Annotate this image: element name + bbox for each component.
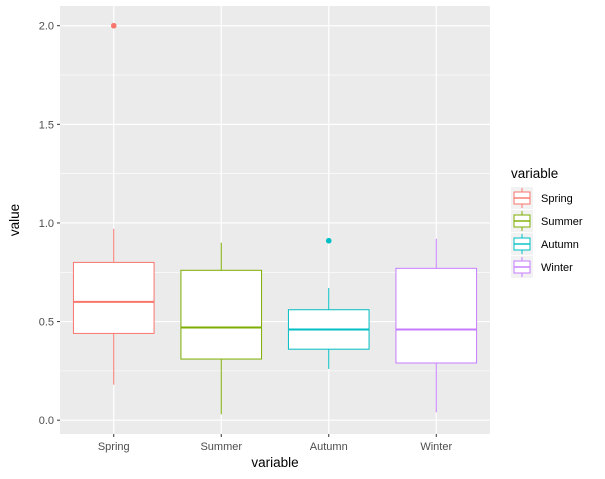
box-summer [180,242,263,415]
legend-title: variable [511,166,558,181]
box-winter [395,238,478,413]
outlier-point [325,237,332,244]
y-tick-label: 1.5 [39,119,54,131]
box-series [72,22,478,415]
box-iqr [180,269,263,360]
y-tick-label: 0.5 [39,317,54,329]
box-iqr [395,267,478,364]
box-autumn [287,237,370,369]
x-tick-label: Winter [420,441,452,453]
y-tick-label: 1.0 [39,218,54,230]
legend-key-summer [511,210,533,232]
legend-label: Winter [541,262,573,274]
x-axis: Spring Summer Autumn Winter [98,434,452,453]
legend-label: Autumn [541,239,579,251]
x-tick-label: Summer [200,441,242,453]
y-axis-title: value [7,204,22,236]
legend-label: Spring [541,193,573,205]
x-tick-label: Autumn [310,441,348,453]
x-axis-title: variable [251,455,298,470]
y-tick-label: 0.0 [39,415,54,427]
plot-panel [60,6,490,434]
legend-label: Summer [541,216,583,228]
box-spring [72,22,155,385]
x-tick-label: Spring [98,441,130,453]
legend-key-autumn [511,233,533,255]
outlier-point [110,22,117,29]
y-axis: 0.0 0.5 1.0 1.5 2.0 [39,21,60,427]
box-iqr [72,261,155,334]
legend-key-winter [511,256,533,278]
y-tick-label: 2.0 [39,21,54,33]
legend: variable Spring Summer Autumn Winter [511,166,583,278]
legend-key-spring [511,187,533,209]
